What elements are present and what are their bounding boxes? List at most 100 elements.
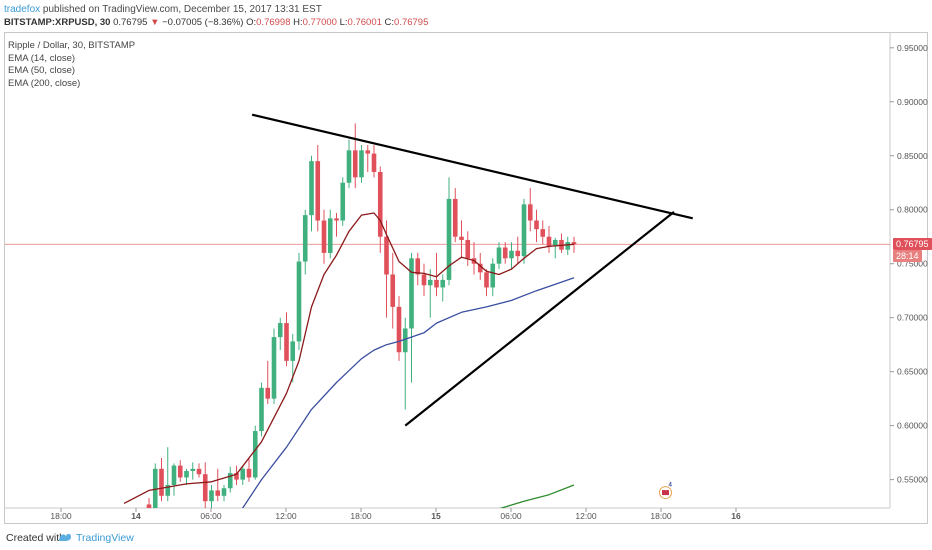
footer: Created with TradingView	[0, 524, 932, 550]
last-price: 0.76795	[113, 17, 148, 28]
candle-body	[184, 470, 189, 478]
descending-trendline	[251, 113, 694, 220]
candle-body	[540, 229, 546, 237]
event-count-label: 4	[669, 483, 673, 489]
publish-info: tradefox published on TradingView.com, D…	[4, 4, 322, 15]
y-tick-label: 0.95000	[897, 43, 928, 53]
x-tick-label: 15	[431, 511, 441, 521]
close-label: C:	[384, 17, 395, 28]
candle-body	[415, 258, 421, 275]
candle-body	[459, 236, 464, 240]
y-tick-label: 0.80000	[897, 205, 928, 215]
legend-ema14[interactable]: EMA (14, close)	[8, 52, 76, 64]
x-tick-label: 06:00	[200, 511, 222, 521]
candle-body	[327, 218, 333, 253]
x-tick-label: 18:00	[650, 511, 672, 521]
tradingview-logo-icon	[59, 533, 71, 541]
candle-body	[552, 239, 558, 247]
candle-body	[440, 279, 446, 288]
ema200-line	[499, 484, 575, 508]
candle-body	[302, 215, 308, 262]
candle-body	[346, 150, 352, 183]
candle-body	[527, 204, 533, 221]
tradingview-brand[interactable]: TradingView	[76, 532, 134, 544]
high-value: 0.77000	[302, 17, 337, 28]
y-tick-label: 0.85000	[897, 151, 928, 161]
candle-body	[509, 250, 514, 259]
candle-body	[377, 171, 383, 237]
last-price-tag: 0.76795	[893, 238, 932, 251]
candle-body	[340, 182, 346, 221]
change-arrow: ▼	[150, 17, 160, 28]
candle-body	[171, 465, 177, 486]
candle-body	[334, 218, 339, 221]
chart-frame[interactable]	[4, 32, 928, 524]
candle-body	[296, 261, 302, 342]
high-label: H:	[293, 17, 303, 28]
candle-body	[396, 306, 402, 353]
legend-ema50[interactable]: EMA (50, close)	[8, 65, 76, 76]
plot-area[interactable]: 4	[5, 113, 890, 518]
candle-body	[165, 485, 171, 496]
candle-body	[271, 337, 277, 399]
ohlc-bar: BITSTAMP:XRPUSD, 30 0.76795 ▼ −0.07005 (…	[4, 17, 428, 28]
legend-ema200[interactable]: EMA (200, close)	[8, 77, 81, 89]
candle-body	[390, 274, 396, 307]
y-tick-label: 0.60000	[897, 421, 928, 431]
close-value: 0.76795	[394, 17, 429, 28]
ema14-line	[123, 212, 575, 504]
candle-body	[196, 468, 202, 475]
legend-title: Ripple / Dollar, 30, BITSTAMP	[8, 40, 136, 51]
candle-body	[484, 272, 489, 288]
candle-body	[427, 279, 433, 286]
x-tick-label: 12:00	[575, 511, 597, 521]
open-value: 0.76998	[256, 17, 291, 28]
candle-body	[421, 274, 427, 286]
y-tick-label: 0.70000	[897, 313, 928, 323]
y-tick-label: 0.65000	[897, 367, 928, 377]
open-label: O:	[246, 17, 257, 28]
candle-body	[565, 242, 571, 250]
symbol-label: BITSTAMP:XRPUSD, 30	[4, 17, 111, 28]
publish-text: published on TradingView.com, December 1…	[40, 4, 322, 15]
y-tick-label: 0.90000	[897, 97, 928, 107]
author-link[interactable]: tradefox	[4, 4, 41, 15]
low-value: 0.76001	[347, 17, 382, 28]
chart-legend: Ripple / Dollar, 30, BITSTAMP EMA (14, c…	[8, 40, 135, 90]
candle-body	[502, 247, 508, 259]
candle-body	[259, 387, 264, 432]
candle-body	[496, 247, 502, 264]
candle-body	[234, 473, 239, 480]
candle-body	[371, 153, 377, 172]
x-tick-label: 18:00	[350, 511, 372, 521]
candle-body	[209, 490, 214, 502]
candle-body	[215, 490, 221, 496]
x-tick-label: 06:00	[500, 511, 522, 521]
candle-body	[452, 198, 458, 237]
candle-body	[265, 387, 271, 399]
candle-body	[177, 465, 183, 478]
candle-body	[365, 150, 371, 154]
candle-body	[534, 220, 539, 230]
candle-body	[246, 468, 252, 478]
candle-body	[490, 263, 496, 288]
candle-body	[402, 328, 408, 353]
candle-body	[515, 250, 521, 257]
candle-body	[409, 258, 414, 329]
candle-body	[465, 239, 471, 259]
low-label: L:	[339, 17, 348, 28]
x-tick-label: 16	[731, 511, 741, 521]
y-tick-label: 0.75000	[897, 259, 928, 269]
y-tick-label: 0.55000	[897, 475, 928, 485]
x-tick-label: 12:00	[275, 511, 297, 521]
candle-body	[546, 236, 552, 247]
candle-body	[146, 504, 152, 508]
x-tick-label: 18:00	[50, 511, 72, 521]
candle-body	[384, 236, 389, 275]
candle-body	[284, 323, 289, 361]
candle-body	[159, 468, 164, 496]
countdown-tag: 28:14	[893, 250, 922, 263]
event-flag-icon	[662, 490, 669, 496]
candle-body	[202, 474, 208, 502]
